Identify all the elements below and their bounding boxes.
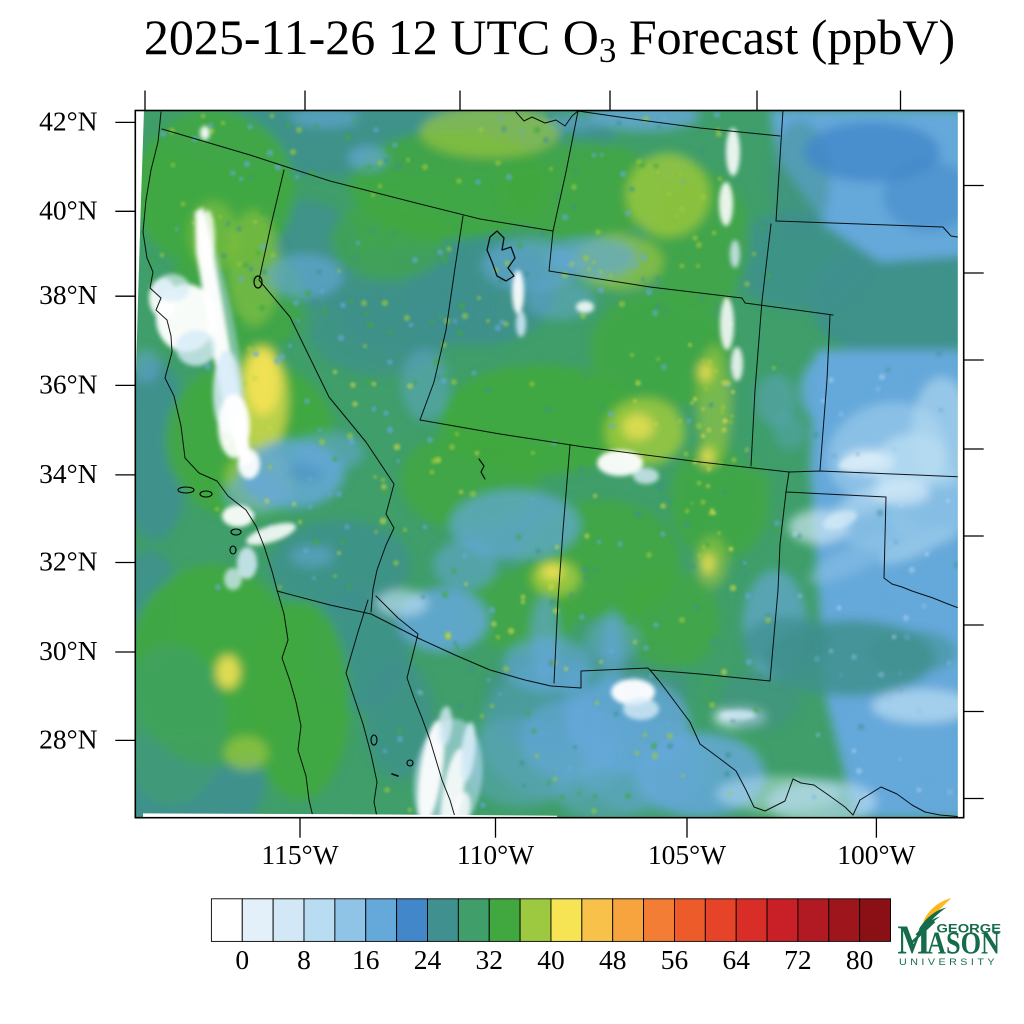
svg-text:16: 16 — [352, 944, 380, 975]
svg-text:42°N: 42°N — [39, 105, 97, 136]
svg-text:100°W: 100°W — [837, 839, 915, 870]
svg-text:M: M — [898, 917, 931, 963]
svg-text:UNIVERSITY: UNIVERSITY — [899, 957, 998, 968]
svg-text:56: 56 — [661, 944, 689, 975]
svg-text:38°N: 38°N — [39, 279, 97, 310]
svg-text:36°N: 36°N — [39, 368, 97, 399]
svg-text:28°N: 28°N — [39, 723, 97, 754]
svg-text:8: 8 — [297, 944, 311, 975]
svg-text:32°N: 32°N — [39, 546, 97, 577]
svg-text:34°N: 34°N — [39, 458, 97, 489]
svg-text:GEORGE: GEORGE — [937, 924, 1002, 936]
svg-text:80: 80 — [846, 944, 874, 975]
svg-text:105°W: 105°W — [648, 839, 726, 870]
svg-text:64: 64 — [722, 944, 750, 975]
svg-text:48: 48 — [599, 944, 627, 975]
svg-text:40°N: 40°N — [39, 194, 97, 225]
svg-text:110°W: 110°W — [457, 839, 534, 870]
svg-text:115°W: 115°W — [261, 839, 338, 870]
svg-text:24: 24 — [414, 944, 442, 975]
svg-text:0: 0 — [235, 944, 249, 975]
svg-text:72: 72 — [784, 944, 812, 975]
svg-text:ASON: ASON — [927, 925, 1000, 961]
svg-text:2025-11-26 12 UTC O3 Forecast: 2025-11-26 12 UTC O3 Forecast (ppbV) — [144, 9, 955, 70]
svg-text:40: 40 — [537, 944, 565, 975]
svg-text:30°N: 30°N — [39, 635, 97, 666]
svg-text:32: 32 — [475, 944, 503, 975]
